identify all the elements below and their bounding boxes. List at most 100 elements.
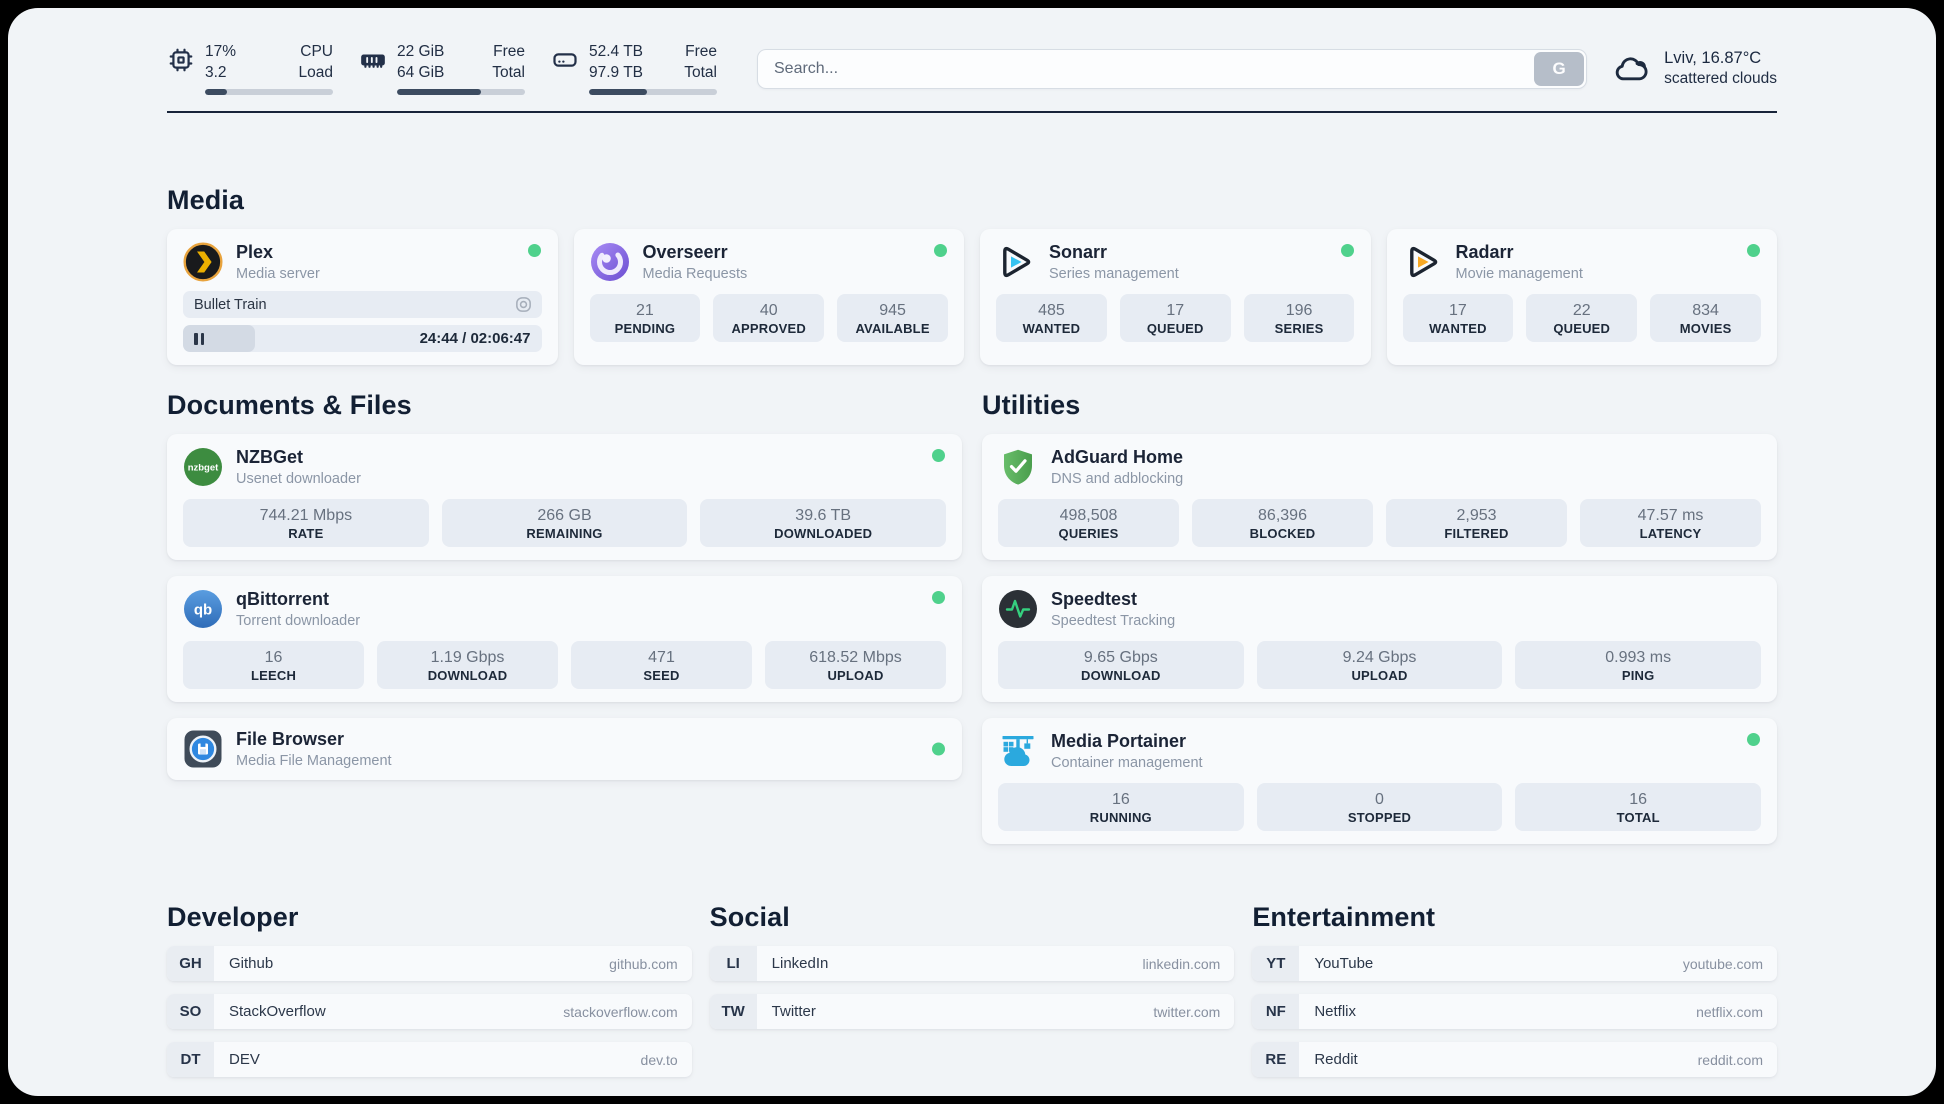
service-card-qbittorrent[interactable]: qb qBittorrent Torrent downloader 16 <box>167 576 962 703</box>
service-card-adguard[interactable]: AdGuard Home DNS and adblocking 498,508 … <box>982 434 1777 561</box>
stat-value: 1.19 Gbps <box>430 648 505 666</box>
cpu-load-value: 3.2 <box>205 64 227 82</box>
bookmark-url: dev.to <box>640 1051 678 1068</box>
bookmark-github[interactable]: GH Github github.com <box>167 946 692 982</box>
pause-icon[interactable] <box>194 332 204 345</box>
service-stats: 16 LEECH 1.19 Gbps DOWNLOAD 471 SEED <box>183 641 946 690</box>
stat-filtered: 2,953 FILTERED <box>1386 499 1567 548</box>
now-playing-bar: Bullet Train <box>183 291 542 319</box>
resource-disk: 52.4 TB Free 97.9 TB Total <box>551 42 717 96</box>
service-subtitle: Media File Management <box>236 753 392 770</box>
stat-label: DOWNLOAD <box>427 667 508 683</box>
service-card-filebrowser[interactable]: File Browser Media File Management <box>167 718 962 781</box>
qbittorrent-icon-text: qb <box>194 602 212 619</box>
disk-icon <box>551 46 579 74</box>
stat-download: 9.65 Gbps DOWNLOAD <box>998 641 1244 690</box>
bookmark-stackoverflow[interactable]: SO StackOverflow stackoverflow.com <box>167 994 692 1030</box>
stat-available: 945 AVAILABLE <box>837 294 948 343</box>
bookmark-twitter[interactable]: TW Twitter twitter.com <box>709 994 1235 1030</box>
stat-value: 40 <box>759 301 778 319</box>
section-utilities: Utilities <box>982 390 1777 845</box>
stat-label: RATE <box>288 525 324 541</box>
stat-label: PING <box>1621 667 1655 683</box>
speedtest-icon <box>998 589 1038 629</box>
memory-progress-track <box>397 89 525 96</box>
service-card-speedtest[interactable]: Speedtest Speedtest Tracking 9.65 Gbps D… <box>982 576 1777 703</box>
stat-value: 945 <box>879 301 906 319</box>
bookmark-url: stackoverflow.com <box>563 1003 678 1020</box>
section-title-documents: Documents & Files <box>167 390 412 421</box>
stat-ping: 0.993 ms PING <box>1515 641 1762 690</box>
weather-location-temp: Lviv, 16.87°C <box>1664 49 1762 68</box>
service-stats: 9.65 Gbps DOWNLOAD 9.24 Gbps UPLOAD 0.99… <box>998 641 1762 690</box>
now-playing-title: Bullet Train <box>194 296 267 313</box>
bookmark-reddit[interactable]: RE Reddit reddit.com <box>1252 1042 1777 1078</box>
stat-value: 17 <box>1449 301 1467 319</box>
service-card-radarr[interactable]: Radarr Movie management 17 WANTED 22 QUE… <box>1386 229 1777 366</box>
stat-label: SERIES <box>1274 320 1324 336</box>
service-card-overseerr[interactable]: Overseerr Media Requests 21 PENDING 40 A… <box>573 229 964 366</box>
stat-value: 9.24 Gbps <box>1342 648 1417 666</box>
status-dot <box>932 591 945 605</box>
bookmark-name: DEV <box>229 1051 260 1069</box>
plex-now-playing: Bullet Train 24:44 / 02:06:47 <box>183 291 542 353</box>
stat-upload: 618.52 Mbps UPLOAD <box>765 641 946 690</box>
service-card-sonarr[interactable]: Sonarr Series management 485 WANTED 17 Q… <box>980 229 1371 366</box>
stat-stopped: 0 STOPPED <box>1256 783 1503 832</box>
stat-value: 744.21 Mbps <box>259 506 353 524</box>
bookmark-name: LinkedIn <box>771 955 829 973</box>
bookmark-name: Reddit <box>1314 1051 1358 1069</box>
bookmark-abbr: TW <box>709 994 757 1030</box>
stat-wanted: 485 WANTED <box>996 294 1107 343</box>
memory-icon <box>359 46 387 74</box>
bookmark-linkedin[interactable]: LI LinkedIn linkedin.com <box>709 946 1235 982</box>
search-provider-button[interactable]: G <box>1534 51 1585 86</box>
disk-free-value: 52.4 TB <box>589 43 644 60</box>
stat-downloaded: 39.6 TB DOWNLOADED <box>700 499 947 548</box>
service-name: NZBGet <box>236 447 303 468</box>
cpu-label-1: CPU <box>300 43 333 60</box>
stat-label: LATENCY <box>1639 525 1702 541</box>
cloud-icon <box>1613 50 1651 88</box>
cpu-progress-track <box>205 89 333 96</box>
stat-value: 16 <box>1629 790 1648 808</box>
cpu-icon <box>167 46 195 74</box>
status-dot <box>1340 244 1354 258</box>
qbittorrent-icon: qb <box>183 589 223 629</box>
stat-value: 39.6 TB <box>795 506 852 524</box>
search-input[interactable] <box>757 48 1588 89</box>
service-card-plex[interactable]: Plex Media server Bullet Train <box>167 229 558 366</box>
stat-download: 1.19 Gbps DOWNLOAD <box>377 641 558 690</box>
adguard-icon <box>998 447 1038 487</box>
nzbget-icon-text: nzbget <box>188 463 219 474</box>
section-documents: Documents & Files nzbget <box>167 390 962 844</box>
stat-value: 17 <box>1166 301 1185 319</box>
view-session-icon[interactable] <box>514 295 533 314</box>
stat-value: 498,508 <box>1059 506 1118 524</box>
bookmark-abbr: NF <box>1252 994 1300 1030</box>
header-divider <box>167 111 1777 114</box>
bookmark-netflix[interactable]: NF Netflix netflix.com <box>1252 994 1777 1030</box>
stat-value: 196 <box>1285 301 1313 319</box>
stat-remaining: 266 GB REMAINING <box>441 499 688 548</box>
service-stats: 17 WANTED 22 QUEUED 834 MOVIES <box>1402 294 1762 343</box>
sonarr-icon <box>996 242 1036 282</box>
playback-time: 24:44 / 02:06:47 <box>419 330 531 348</box>
stat-label: UPLOAD <box>827 667 884 683</box>
bookmark-dev[interactable]: DT DEV dev.to <box>167 1042 692 1078</box>
stat-series: 196 SERIES <box>1243 294 1355 343</box>
stat-queued: 17 QUEUED <box>1119 294 1231 343</box>
service-card-portainer[interactable]: Media Portainer Container management 16 … <box>982 718 1777 845</box>
radarr-icon <box>1403 242 1443 282</box>
bookmark-url: twitter.com <box>1153 1003 1221 1020</box>
bookmark-name: YouTube <box>1314 955 1374 973</box>
stat-value: 0 <box>1375 790 1384 808</box>
stat-label: UPLOAD <box>1351 667 1408 683</box>
service-subtitle: DNS and adblocking <box>1051 471 1184 488</box>
service-subtitle: Media server <box>236 266 320 283</box>
stat-label: QUEUED <box>1553 320 1611 336</box>
status-dot <box>527 244 541 258</box>
stat-queries: 498,508 QUERIES <box>998 499 1179 548</box>
service-card-nzbget[interactable]: nzbget NZBGet Usenet downloader 744.21 M… <box>167 434 962 561</box>
bookmark-youtube[interactable]: YT YouTube youtube.com <box>1252 946 1777 982</box>
